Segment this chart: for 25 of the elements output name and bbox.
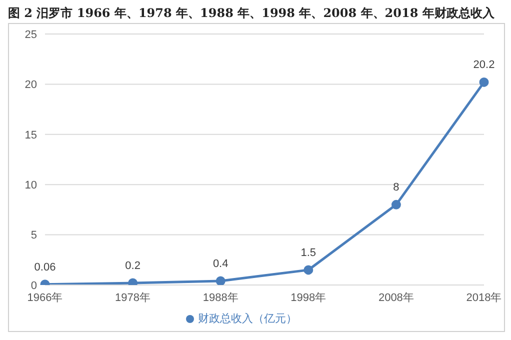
data-label: 0.4 [212, 258, 228, 270]
point [479, 77, 489, 87]
point [128, 278, 138, 285]
point [391, 200, 401, 210]
x-tick-label: 1988年 [202, 292, 238, 304]
legend-label: 财政总收入（亿元） [198, 313, 297, 325]
y-tick-label: 5 [30, 230, 37, 242]
x-tick-label: 2008年 [378, 292, 414, 304]
y-tick-label: 15 [24, 129, 37, 142]
data-label: 8 [393, 182, 400, 194]
x-tick-label: 1978年 [115, 292, 151, 304]
point [216, 276, 226, 285]
x-tick-label: 1998年 [290, 292, 326, 304]
data-label: 1.5 [300, 246, 316, 259]
y-tick-label: 0 [30, 280, 37, 292]
y-tick-label: 20 [24, 79, 37, 92]
x-tick-label: 2018年 [466, 292, 502, 304]
point [304, 265, 314, 275]
data-label: 0.2 [125, 260, 140, 272]
chart-title: 图 2 汨罗市 1966 年、1978 年、1988 年、1998 年、2008 年、2018 年财政总收入 [8, 5, 496, 22]
x-tick-label: 1966年 [27, 292, 63, 304]
data-label: 20.2 [473, 59, 495, 72]
y-tick-label: 10 [24, 180, 37, 192]
data-label: 0.06 [34, 261, 56, 274]
y-tick-label: 25 [24, 28, 37, 41]
